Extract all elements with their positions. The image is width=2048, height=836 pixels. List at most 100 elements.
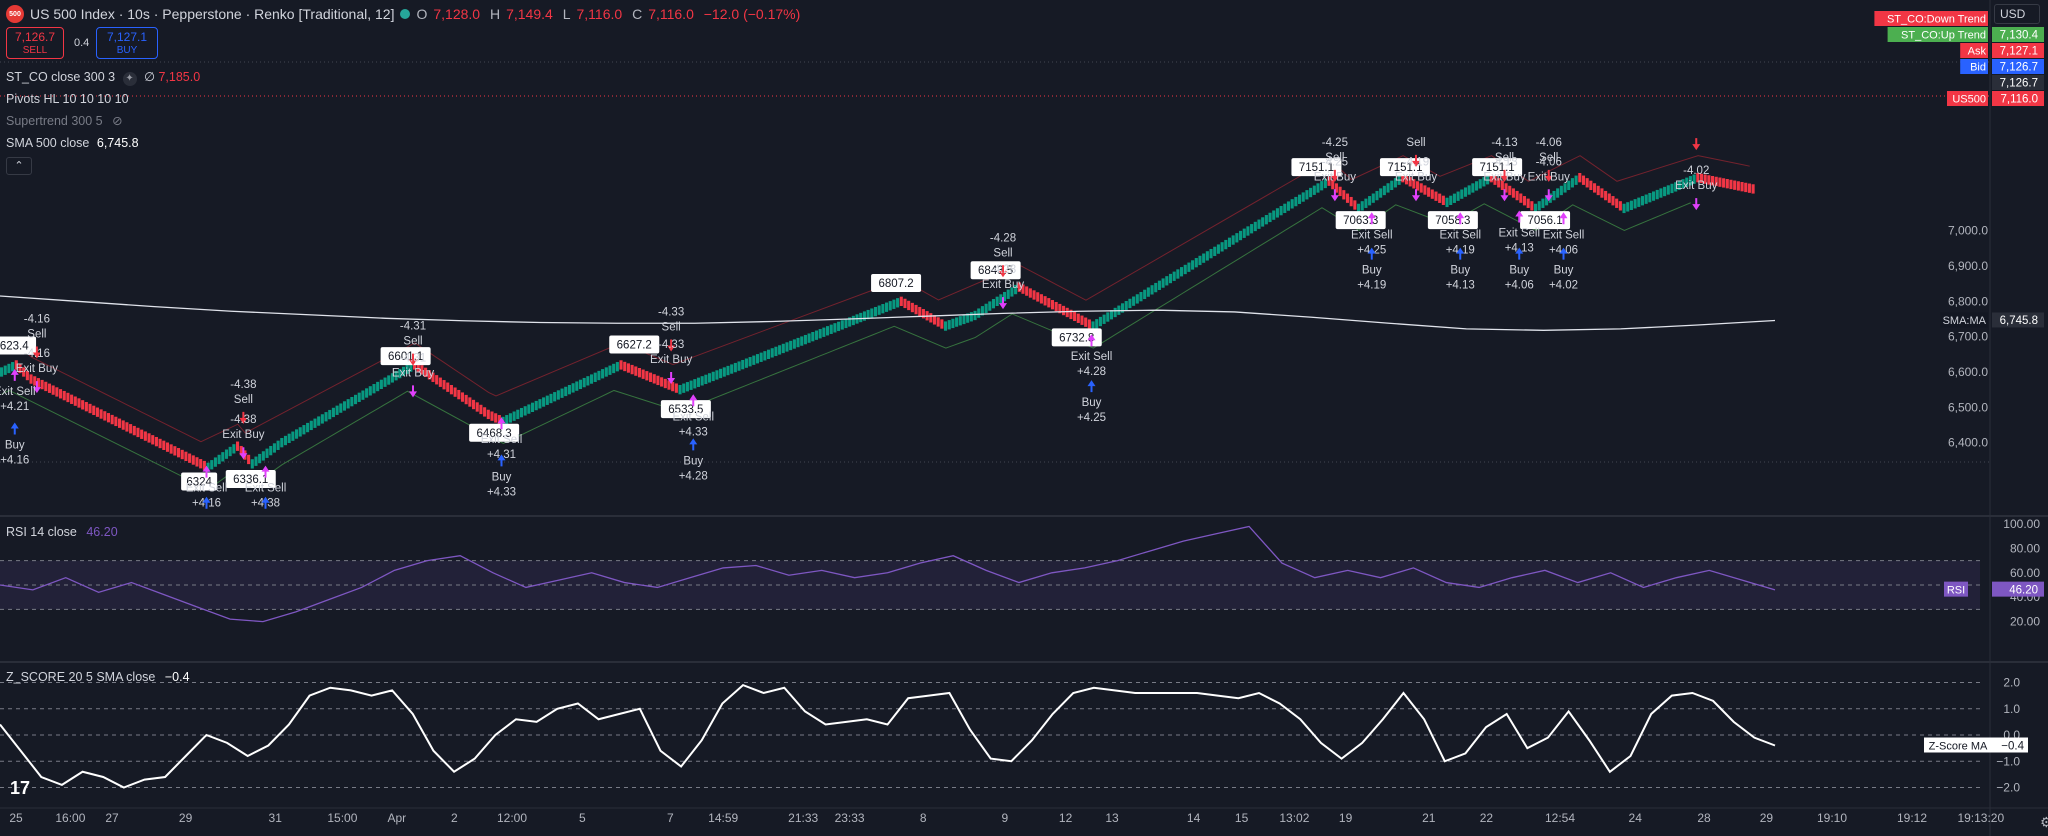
rsi-legend[interactable]: RSI 14 close 46.20 (6, 525, 118, 539)
renko-brick (527, 404, 531, 414)
renko-brick (1486, 175, 1490, 185)
renko-brick (1663, 186, 1667, 197)
renko-brick (1345, 193, 1350, 203)
pivot-label: 6623.4 (0, 341, 29, 353)
renko-brick (1397, 175, 1401, 185)
renko-brick (1674, 182, 1678, 192)
indicator-pivots[interactable]: Pivots HL 10 10 10 10 (6, 92, 129, 106)
signal-label: Exit Sell (186, 483, 228, 495)
renko-brick (1316, 183, 1320, 193)
signal-label: -4.19 (1403, 156, 1429, 168)
signal-label: Exit Buy (1483, 171, 1525, 183)
exit-sell-arrow-icon (202, 465, 211, 478)
exit-buy-arrow-icon (1692, 198, 1701, 211)
indicator-st-co[interactable]: ST_CO close 300 3 ✦ ∅ 7,185.0 (6, 69, 200, 86)
renko-brick (475, 402, 479, 412)
price-tick-label: 6,400.0 (1948, 436, 1988, 450)
renko-brick (1323, 178, 1327, 189)
renko-brick (833, 323, 837, 333)
exit-sell-arrow-icon (10, 368, 19, 381)
renko-brick (726, 365, 730, 376)
renko-brick (1286, 201, 1291, 211)
sell-button[interactable]: 7,126.7 SELL (6, 27, 64, 59)
renko-brick (206, 462, 210, 473)
renko-brick (896, 298, 900, 308)
renko-brick (619, 360, 623, 370)
renko-brick (899, 296, 903, 306)
renko-brick (51, 385, 55, 395)
renko-brick (36, 378, 40, 388)
renko-brick (1150, 285, 1154, 295)
renko-brick (1681, 179, 1685, 189)
pivot-label: 6732.8 (1059, 332, 1094, 344)
signal-label: Buy (1554, 265, 1574, 277)
axis-tag-name-box (1947, 91, 1988, 106)
collapse-legend-button[interactable]: ⌃ (6, 157, 32, 175)
renko-brick (1677, 180, 1681, 191)
renko-brick (158, 438, 162, 449)
buy-arrow-icon (1367, 247, 1376, 260)
renko-brick (1231, 235, 1235, 245)
time-tick-label: 19:10 (1817, 811, 1847, 825)
settings-gear-icon[interactable]: ⚙ (2040, 814, 2048, 830)
renko-brick (486, 409, 490, 420)
renko-brick (1028, 288, 1032, 298)
renko-brick (25, 370, 29, 381)
renko-brick (210, 460, 214, 470)
indicator-sma-label: SMA 500 close (6, 136, 90, 150)
renko-brick (1471, 183, 1475, 193)
renko-brick (1194, 258, 1198, 268)
renko-brick (191, 455, 195, 465)
zscore-legend[interactable]: Z_SCORE 20 5 SMA close −0.4 (6, 670, 190, 684)
renko-brick (814, 330, 819, 340)
renko-brick (1010, 287, 1014, 297)
renko-brick (295, 429, 299, 439)
buy-arrow-icon (1515, 247, 1524, 260)
signal-label: Exit Buy (392, 367, 434, 379)
renko-brick (980, 306, 984, 316)
hidden-eye-icon[interactable]: ⊘ (112, 114, 123, 128)
signal-label: Sell (403, 336, 422, 348)
renko-brick (1511, 188, 1515, 198)
pivot-label-box (1427, 211, 1478, 230)
renko-brick (368, 386, 372, 396)
renko-brick (376, 381, 380, 392)
currency-selector[interactable]: USD (1994, 4, 2040, 24)
renko-brick (1084, 317, 1088, 327)
renko-brick (1441, 195, 1445, 206)
renko-brick (682, 383, 686, 393)
renko-brick (1644, 194, 1648, 204)
indicator-supertrend[interactable]: Supertrend 300 5 ⊘ (6, 113, 123, 128)
renko-brick (446, 382, 450, 392)
signal-label: +4.28 (1077, 366, 1106, 378)
renko-brick (612, 363, 616, 374)
signal-label: Exit Buy (222, 429, 264, 441)
renko-brick (1408, 177, 1412, 187)
buy-button[interactable]: 7,127.1 BUY (96, 27, 158, 59)
renko-brick (988, 301, 992, 311)
renko-brick (630, 364, 634, 375)
renko-brick (1744, 182, 1748, 193)
signal-label: Exit Sell (1498, 228, 1540, 240)
settings-icon[interactable]: ✦ (122, 72, 137, 86)
renko-brick (582, 377, 586, 388)
renko-brick (1648, 192, 1652, 203)
symbol-title[interactable]: US 500 Index · 10s · Pepperstone · Renko… (30, 6, 395, 22)
renko-brick (995, 296, 999, 306)
renko-brick (977, 308, 981, 318)
pivot-label: 7151.1 (1387, 162, 1422, 174)
signal-label: +4.19 (1357, 280, 1386, 292)
renko-brick (1567, 180, 1571, 191)
indicator-sma[interactable]: SMA 500 close 6,745.8 (6, 136, 139, 150)
buy-arrow-icon (689, 438, 698, 451)
signal-label: Exit Sell (245, 483, 287, 495)
sell-arrow-icon (1412, 154, 1420, 167)
axis-tag-value: 7,130.4 (2000, 30, 2039, 42)
renko-brick (601, 369, 605, 379)
renko-brick (114, 416, 118, 427)
renko-brick (586, 376, 590, 386)
renko-brick (1600, 188, 1604, 198)
renko-brick (177, 448, 181, 458)
renko-brick (1360, 201, 1364, 211)
